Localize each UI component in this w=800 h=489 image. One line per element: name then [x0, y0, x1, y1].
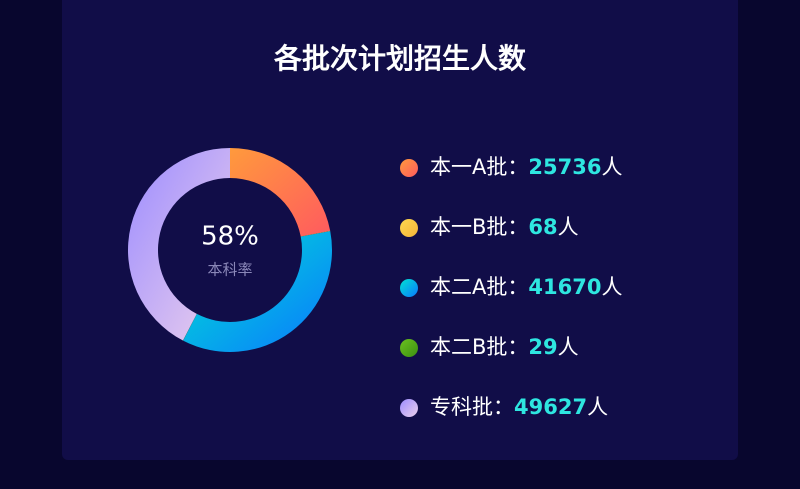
legend-separator: ：: [493, 395, 514, 419]
legend-unit: 人: [601, 155, 622, 179]
donut-slice: [127, 148, 230, 341]
donut-slice: [300, 230, 331, 237]
legend-marker: [400, 219, 418, 237]
legend-marker: [400, 399, 418, 417]
legend-entry: 专科批：49627人: [430, 395, 608, 419]
legend-label: 本二A批: [430, 275, 507, 299]
legend-unit: 人: [558, 215, 579, 239]
legend-separator: ：: [507, 335, 528, 359]
legend-marker: [400, 159, 418, 177]
legend-marker: [400, 279, 418, 297]
chart-title: 各批次计划招生人数: [273, 42, 527, 75]
legend-entry: 本一B批：68人: [430, 215, 579, 239]
donut-slice: [182, 313, 197, 341]
center-label: 本科率: [207, 261, 252, 279]
legend-value: 25736: [528, 155, 601, 179]
donut-slice: [230, 148, 331, 237]
legend-separator: ：: [507, 275, 528, 299]
legend-label: 本一B批: [430, 215, 507, 239]
legend-value: 49627: [514, 395, 587, 419]
legend-entry: 本二B批：29人: [430, 335, 579, 359]
legend-marker: [400, 339, 418, 357]
donut-slice: [183, 231, 332, 353]
legend-entry: 本二A批：41670人: [430, 275, 622, 299]
legend-unit: 人: [601, 275, 622, 299]
center-value: 58%: [201, 222, 259, 252]
legend-value: 29: [528, 335, 557, 359]
legend-label: 本二B批: [430, 335, 507, 359]
legend-unit: 人: [587, 395, 608, 419]
legend-separator: ：: [507, 215, 528, 239]
legend-value: 68: [528, 215, 557, 239]
legend-unit: 人: [558, 335, 579, 359]
legend-label: 本一A批: [430, 155, 507, 179]
legend-value: 41670: [528, 275, 601, 299]
legend-entry: 本一A批：25736人: [430, 155, 622, 179]
legend-separator: ：: [507, 155, 528, 179]
legend-label: 专科批: [430, 395, 493, 419]
